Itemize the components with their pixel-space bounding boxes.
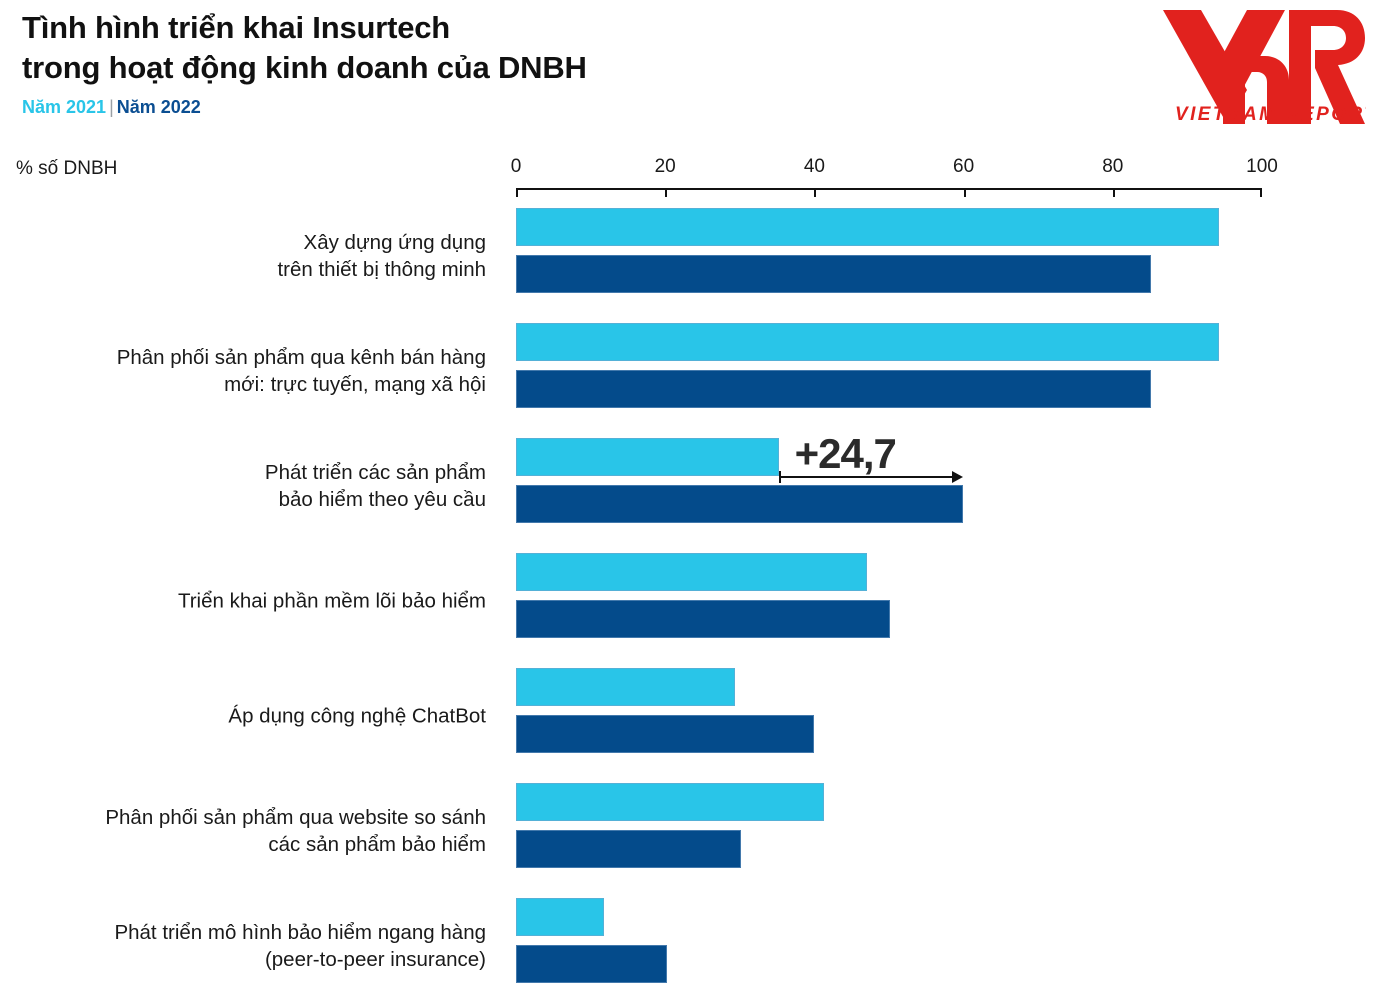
chart-row: Phân phối sản phẩm qua website so sánh cá…: [0, 773, 1390, 888]
bar-2021[interactable]: [516, 208, 1219, 246]
legend-separator: |: [109, 97, 114, 117]
x-axis-tick-label: 40: [803, 156, 825, 177]
bar-group: [516, 428, 1276, 543]
chart-row: Áp dụng công nghệ ChatBot: [0, 658, 1390, 773]
bar-2021[interactable]: [516, 668, 736, 706]
bar-2022[interactable]: [516, 255, 1151, 293]
chart-row: Xây dựng ứng dụng trên thiết bị thông min…: [0, 198, 1390, 313]
bar-2021[interactable]: [516, 898, 605, 936]
bar-2021[interactable]: [516, 783, 825, 821]
bar-2022[interactable]: [516, 830, 741, 868]
category-label-line: bảo hiểm theo yêu cầu: [278, 487, 486, 511]
x-axis-line: [516, 188, 1262, 190]
category-label-line: Phát triển mô hình bảo hiểm ngang hàng: [114, 920, 486, 944]
bar-2022[interactable]: [516, 370, 1151, 408]
category-label: Phân phối sản phẩm qua website so sánh cá…: [0, 804, 486, 858]
x-axis-tick: [516, 188, 518, 197]
category-label: Áp dụng công nghệ ChatBot: [0, 702, 486, 729]
category-label-line: Phát triển các sản phẩm: [264, 460, 486, 484]
x-axis-tick-label: 80: [1102, 156, 1124, 177]
chart-legend: Năm 2021 | Năm 2022: [22, 97, 587, 118]
x-axis-tick-label: 100: [1246, 156, 1278, 177]
axis-unit-label: % số DNBH: [16, 158, 118, 179]
category-label-line: các sản phẩm bảo hiểm: [268, 832, 486, 856]
category-label-line: Áp dụng công nghệ ChatBot: [228, 704, 486, 727]
category-label: Phát triển mô hình bảo hiểm ngang hàng (p…: [0, 919, 486, 973]
bar-group: [516, 773, 1276, 888]
bar-2022[interactable]: [516, 715, 814, 753]
x-axis-tick: [1112, 188, 1115, 197]
bar-group: [516, 198, 1276, 313]
bar-2021[interactable]: [516, 323, 1219, 361]
x-axis-tick-label: 0: [510, 156, 522, 177]
vietnam-report-logo: VIETNAM REPORT: [1161, 6, 1366, 126]
bar-rows: Xây dựng ứng dụng trên thiết bị thông min…: [0, 198, 1390, 1003]
x-axis-tick: [963, 188, 966, 197]
bar-2022[interactable]: [516, 600, 890, 638]
logo-wordmark: VIETNAM REPORT: [1175, 104, 1366, 125]
bar-group: [516, 658, 1276, 773]
x-axis-tick-label: 20: [654, 156, 676, 177]
category-label-line: Phân phối sản phẩm qua kênh bán hàng: [116, 345, 486, 369]
page-title-line-1: Tình hình triển khai Insurtech: [22, 10, 451, 45]
category-label-line: mới: trực tuyến, mạng xã hội: [224, 372, 486, 396]
x-axis-tick: [1260, 188, 1262, 197]
legend-item-2022: Năm 2022: [116, 97, 201, 117]
chart-row: Triển khai phần mềm lõi bảo hiểm: [0, 543, 1390, 658]
bar-group: [516, 543, 1276, 658]
x-axis-tick-label: 60: [953, 156, 975, 177]
chart-row: Phát triển các sản phẩm bảo hiểm theo yêu…: [0, 428, 1390, 543]
category-label-line: (peer-to-peer insurance): [264, 947, 486, 971]
chart-row: Phát triển mô hình bảo hiểm ngang hàng (p…: [0, 888, 1390, 1003]
bar-group: [516, 888, 1276, 1003]
x-axis: 0 20 40 60 80 100: [511, 156, 1278, 198]
page-title-line-2: trong hoạt động kinh doanh của DNBH: [22, 50, 587, 85]
category-label-line: trên thiết bị thông minh: [277, 257, 486, 281]
chart-row: Phân phối sản phẩm qua kênh bán hàng mới:…: [0, 313, 1390, 428]
bar-2022[interactable]: [516, 945, 667, 983]
chart-header: Tình hình triển khai Insurtech trong hoạ…: [0, 0, 1390, 140]
x-axis-tick: [814, 188, 817, 197]
category-label: Phân phối sản phẩm qua kênh bán hàng mới:…: [0, 344, 486, 398]
title-block: Tình hình triển khai Insurtech trong hoạ…: [22, 8, 587, 118]
bar-2022[interactable]: [516, 485, 963, 523]
category-label: Xây dựng ứng dụng trên thiết bị thông min…: [0, 229, 486, 283]
legend-item-2021: Năm 2021: [22, 97, 107, 117]
category-label-line: Triển khai phần mềm lõi bảo hiểm: [177, 589, 486, 612]
bar-group: [516, 313, 1276, 428]
category-label-line: Phân phối sản phẩm qua website so sánh: [105, 805, 486, 829]
category-label: Phát triển các sản phẩm bảo hiểm theo yêu…: [0, 459, 486, 513]
bar-2021[interactable]: [516, 553, 867, 591]
x-axis-tick: [665, 188, 668, 197]
chart-canvas: % số DNBH 0 20 40 60 80 100 Xây dựng ứng dụng…: [0, 140, 1390, 983]
category-label: Triển khai phần mềm lõi bảo hiểm: [0, 587, 486, 614]
category-label-line: Xây dựng ứng dụng: [303, 230, 486, 254]
bar-2021[interactable]: [516, 438, 779, 476]
